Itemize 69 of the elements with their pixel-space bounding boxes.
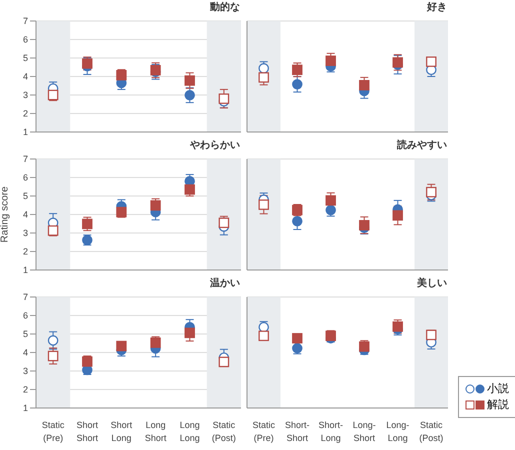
y-tick-label: 6 — [22, 172, 28, 183]
y-tick-label: 1 — [22, 265, 28, 276]
x-tick-label: Static (Pre) — [42, 420, 65, 443]
point — [218, 94, 230, 104]
point — [116, 206, 127, 218]
x-tick-label: Static (Post) — [212, 420, 236, 443]
point — [292, 64, 302, 76]
x-tick-label: Long Short — [144, 420, 167, 443]
y-tick-label: 7 — [22, 154, 28, 164]
x-tick-label: Static (Pre) — [252, 420, 276, 443]
y-tick-label: 4 — [22, 210, 28, 220]
point — [184, 90, 195, 100]
point — [48, 225, 58, 236]
point — [258, 199, 269, 210]
x-tick-label: Short Short — [76, 420, 99, 443]
point — [292, 333, 302, 344]
point — [258, 330, 269, 342]
point — [326, 195, 336, 206]
y-tick-label: 5 — [22, 191, 28, 202]
y-tick-label: 2 — [22, 246, 28, 257]
y-tick-label: 1 — [22, 127, 28, 138]
y-tick-label: 3 — [22, 228, 28, 238]
legend-label: 小説 — [487, 382, 509, 397]
point — [292, 79, 302, 90]
y-tick-label: 5 — [22, 329, 28, 340]
point — [326, 56, 336, 66]
chart-title: 温かい — [210, 276, 240, 290]
point — [184, 75, 195, 86]
y-tick-label: 5 — [22, 53, 28, 64]
y-tick-label: 6 — [22, 34, 28, 45]
chart-title: やわらかい — [190, 139, 240, 152]
y-tick-label: 3 — [22, 366, 28, 376]
point — [48, 335, 58, 346]
chart-title: 読みやすい — [397, 138, 447, 152]
point — [48, 350, 58, 362]
chart-title: 美しい — [417, 276, 447, 290]
point — [218, 356, 230, 368]
x-tick-label: Long-Long — [386, 420, 410, 443]
point — [426, 186, 436, 198]
point — [184, 328, 195, 338]
point — [426, 56, 436, 67]
point — [258, 63, 269, 74]
chart-title: 好き — [427, 1, 447, 14]
x-tick-label: Short-Short — [284, 420, 310, 443]
y-tick-label: 6 — [22, 310, 28, 321]
point — [392, 210, 403, 221]
x-tick-label: Short-Long — [318, 420, 344, 443]
y-tick-label: 1 — [22, 403, 28, 414]
point — [116, 70, 127, 80]
y-tick-label: 4 — [22, 72, 28, 82]
x-tick-label: Static (Post) — [419, 420, 444, 443]
y-tick-label: 7 — [22, 292, 28, 302]
x-tick-label: Long-Short — [352, 420, 376, 443]
point — [359, 220, 370, 230]
point — [292, 216, 302, 226]
x-tick-label: Long Long — [180, 420, 200, 443]
legend-label: 解説 — [487, 398, 509, 413]
y-tick-label: 2 — [22, 108, 28, 119]
point — [426, 330, 436, 340]
y-axis-title: Rating score — [0, 186, 11, 243]
x-tick-label: Short Long — [110, 420, 133, 443]
y-tick-label: 2 — [22, 384, 28, 395]
point — [82, 218, 92, 230]
point — [258, 72, 269, 83]
point — [359, 80, 370, 90]
chart-title: 動的な — [210, 0, 240, 14]
y-tick-label: 4 — [22, 348, 28, 358]
y-tick-label: 3 — [22, 90, 28, 100]
y-tick-label: 7 — [22, 16, 28, 26]
